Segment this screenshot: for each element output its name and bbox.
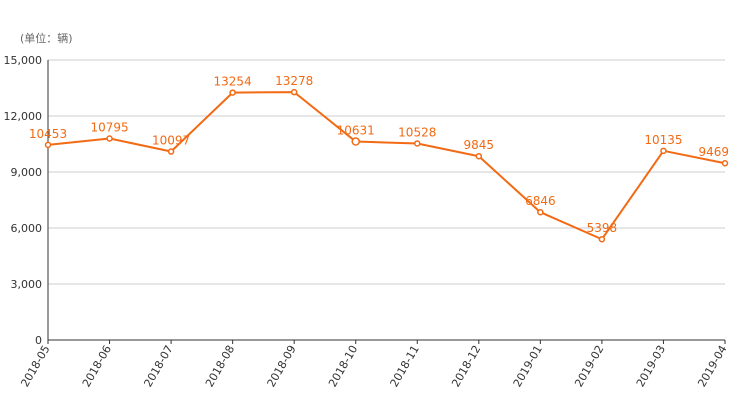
y-tick-label: 15,000 [4,54,43,67]
data-point[interactable] [290,88,298,96]
data-point[interactable] [167,148,175,155]
x-tick-label: 2018-06 [80,343,114,389]
y-tick-label: 12,000 [4,110,43,123]
x-tick-label: 2018-12 [449,343,483,389]
data-point[interactable] [475,152,483,160]
data-label: 9469 [698,145,729,159]
data-label: 10097 [152,134,190,148]
x-tick-label: 2018-08 [203,343,237,389]
label-layer: 10453 10795 10097 13254 13278 10631 10528 9845 6… [29,74,729,235]
data-label: 9845 [464,138,495,152]
data-point[interactable] [721,159,729,167]
data-label: 10453 [29,127,67,141]
data-label: 10631 [337,124,375,138]
x-tick-label: 2019-04 [695,343,729,389]
data-label: 10528 [398,125,436,139]
axis-layer: 0 3,000 6,000 9,000 12,000 15,000 2018-05 2018-… [4,54,730,389]
data-label: 6846 [525,194,556,208]
series-layer [44,88,729,243]
data-label: 10795 [90,120,128,134]
y-tick-label: 3,000 [11,278,43,291]
data-point[interactable] [660,147,667,155]
x-tick-label: 2018-07 [141,343,175,389]
data-point[interactable] [598,235,606,243]
unit-label: (单位：辆) [20,31,73,45]
x-tick-label: 2019-03 [634,343,668,389]
x-tick-label: 2018-11 [388,343,422,389]
x-tick-label: 2019-02 [572,343,606,389]
x-tick-label: 2019-01 [511,343,545,389]
data-label: 13254 [214,75,252,89]
y-tick-label: 0 [35,334,42,347]
data-point[interactable] [537,208,544,216]
data-point[interactable] [44,141,52,149]
data-label: 13278 [275,74,313,88]
x-tick-label: 2018-10 [326,343,360,389]
data-point[interactable] [351,137,360,146]
series-line [47,91,726,241]
x-tick-label: 2018-05 [18,343,52,389]
y-tick-label: 6,000 [11,222,43,235]
data-label: 10135 [644,133,682,147]
y-tick-label: 9,000 [11,166,43,179]
data-label: 5398 [587,221,618,235]
data-point[interactable] [414,140,421,147]
data-point[interactable] [229,89,236,96]
x-tick-label: 2018-09 [265,343,299,389]
grid-layer [48,59,725,285]
data-point[interactable] [106,135,113,142]
